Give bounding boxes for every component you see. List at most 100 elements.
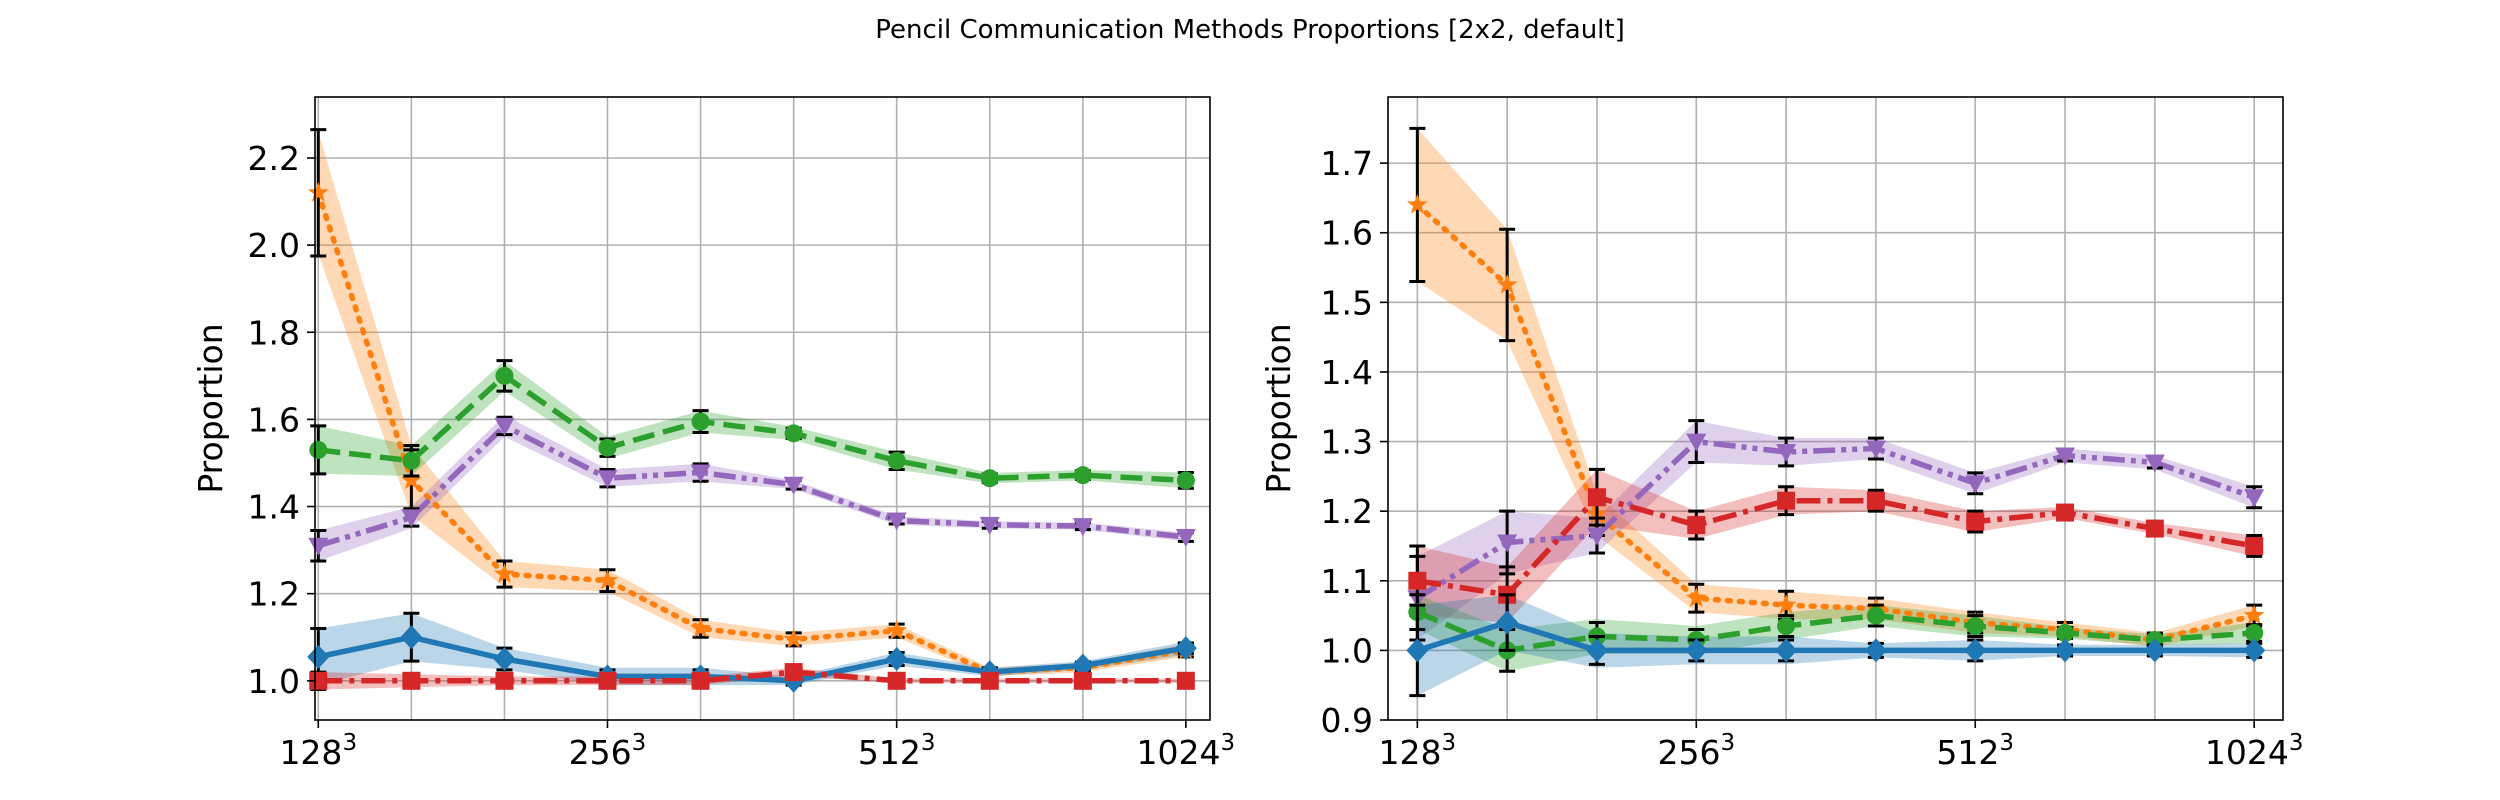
- data-point: [2244, 489, 2265, 508]
- data-point: [400, 625, 423, 650]
- series-line: [1416, 609, 2255, 654]
- y-tick-label: 1.2: [1321, 492, 1373, 531]
- data-point: [2056, 503, 2075, 522]
- data-point: [493, 647, 516, 672]
- data-point: [1687, 516, 1706, 535]
- data-point: [2243, 604, 2265, 625]
- data-point: [307, 644, 330, 669]
- data-point: [308, 537, 329, 556]
- data-point: [2143, 638, 2166, 663]
- data-point: [1175, 529, 1196, 548]
- data-point: [1775, 638, 1798, 663]
- data-point: [1966, 617, 1985, 636]
- data-point: [690, 464, 711, 483]
- data-point: [1406, 193, 1428, 214]
- data-point: [1865, 440, 1886, 459]
- data-point: [887, 451, 906, 470]
- data-point: [1176, 671, 1195, 690]
- confidence-band: [1417, 469, 2255, 623]
- data-point: [1685, 638, 1708, 663]
- y-tick-label: 1.0: [248, 662, 300, 701]
- series-line: [1416, 619, 2255, 654]
- data-point: [1072, 518, 1093, 537]
- data-point: [1964, 638, 1987, 663]
- data-point: [1965, 475, 1986, 494]
- data-point: [1586, 527, 1607, 546]
- data-point: [2245, 623, 2264, 642]
- data-point: [494, 563, 515, 583]
- y-tick-label: 1.7: [1321, 144, 1373, 183]
- data-point: [885, 647, 908, 672]
- confidence-band: [318, 360, 1186, 489]
- confidence-band: [1417, 420, 2255, 640]
- data-point: [783, 628, 805, 649]
- data-point: [886, 512, 907, 531]
- y-tick-label: 1.8: [248, 313, 300, 352]
- data-point: [691, 412, 710, 431]
- y-axis-label: Proportion: [1259, 323, 1298, 493]
- data-point: [980, 469, 999, 488]
- data-point: [1176, 471, 1195, 490]
- data-point: [1866, 606, 1885, 625]
- data-point: [401, 509, 422, 528]
- data-point: [1866, 491, 1885, 510]
- data-point: [2056, 623, 2075, 642]
- data-point: [784, 424, 803, 443]
- data-point: [495, 366, 514, 385]
- data-point: [784, 663, 803, 682]
- data-point: [887, 671, 906, 690]
- data-point: [1585, 638, 1608, 663]
- data-point: [690, 617, 711, 638]
- data-point: [402, 451, 421, 470]
- data-point: [783, 476, 804, 495]
- data-point: [1073, 671, 1092, 690]
- y-tick-label: 2.0: [248, 226, 300, 265]
- data-point: [1776, 444, 1797, 463]
- y-tick-label: 1.4: [248, 488, 300, 527]
- data-point: [1966, 512, 1985, 531]
- series-line: [1415, 438, 2256, 601]
- data-point: [402, 671, 421, 690]
- x-tick-label: 10243: [1137, 730, 1236, 772]
- series-line: [1414, 202, 2257, 643]
- data-point: [1496, 610, 1519, 635]
- data-point: [2054, 638, 2077, 663]
- data-point: [2055, 447, 2076, 466]
- series-line: [317, 634, 1187, 684]
- data-point: [1777, 491, 1796, 510]
- data-point: [309, 671, 328, 690]
- y-tick-label: 0.9: [1321, 701, 1373, 740]
- y-tick-label: 1.4: [1321, 353, 1373, 392]
- data-point: [1686, 433, 1707, 452]
- y-tick-label: 1.5: [1321, 283, 1373, 322]
- data-point: [400, 469, 422, 490]
- x-tick-label: 1283: [1379, 730, 1457, 772]
- data-point: [494, 417, 515, 436]
- data-point: [691, 671, 710, 690]
- data-point: [1685, 587, 1707, 608]
- data-point: [597, 470, 618, 489]
- data-point: [1408, 571, 1427, 590]
- data-point: [1775, 594, 1797, 614]
- data-point: [2145, 519, 2164, 538]
- data-point: [979, 516, 1000, 535]
- data-point: [495, 671, 514, 690]
- confidence-band: [1417, 594, 2255, 696]
- series-line: [318, 669, 1186, 684]
- data-point: [1587, 488, 1606, 507]
- data-point: [598, 438, 617, 457]
- data-point: [598, 671, 617, 690]
- data-point: [1777, 617, 1796, 636]
- series-line: [1416, 494, 2255, 598]
- y-axis-label: Proportion: [191, 323, 230, 493]
- y-tick-label: 1.3: [1321, 423, 1373, 462]
- data-point: [1496, 273, 1518, 294]
- data-point: [1073, 466, 1092, 485]
- data-point: [307, 181, 329, 202]
- series-line: [317, 373, 1187, 484]
- y-tick-label: 1.6: [248, 400, 300, 439]
- data-point: [980, 671, 999, 690]
